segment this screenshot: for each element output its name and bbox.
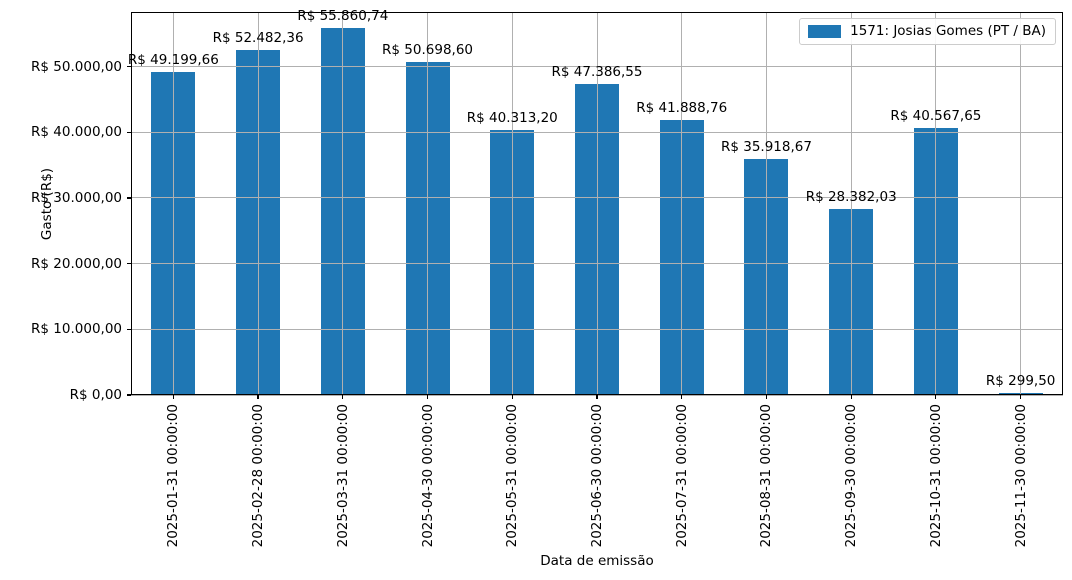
y-tick-label: R$ 40.000,00 bbox=[31, 124, 122, 141]
x-tick-label: 2025-03-31 00:00:00 bbox=[334, 404, 351, 548]
x-tickmark bbox=[257, 395, 259, 399]
x-axis-title: Data de emissão bbox=[540, 553, 654, 569]
x-tickmark bbox=[596, 395, 598, 399]
x-tick-label: 2025-02-28 00:00:00 bbox=[250, 404, 267, 548]
y-tick-label: R$ 20.000,00 bbox=[31, 255, 122, 272]
x-tick-label: 2025-07-31 00:00:00 bbox=[673, 404, 690, 548]
x-tick-label: 2025-11-30 00:00:00 bbox=[1012, 404, 1029, 548]
plot-area bbox=[131, 12, 1063, 395]
x-tick-label: 2025-09-30 00:00:00 bbox=[843, 404, 860, 548]
x-tickmark bbox=[935, 395, 937, 399]
y-tick-label: R$ 50.000,00 bbox=[31, 58, 122, 75]
x-tickmark bbox=[1020, 395, 1022, 399]
legend-swatch bbox=[808, 25, 842, 38]
x-tick-label: 2025-04-30 00:00:00 bbox=[419, 404, 436, 548]
x-tickmark bbox=[172, 395, 174, 399]
x-tickmark bbox=[681, 395, 683, 399]
x-tickmark bbox=[511, 395, 513, 399]
x-tickmark bbox=[342, 395, 344, 399]
x-tick-label: 2025-10-31 00:00:00 bbox=[927, 404, 944, 548]
legend-label: 1571: Josias Gomes (PT / BA) bbox=[850, 23, 1046, 39]
x-tickmark bbox=[765, 395, 768, 399]
y-tick-label: R$ 30.000,00 bbox=[31, 189, 122, 206]
y-tick-label: R$ 0,00 bbox=[69, 387, 122, 403]
legend: 1571: Josias Gomes (PT / BA) bbox=[799, 18, 1056, 45]
y-axis-title: Gasto (R$) bbox=[39, 167, 55, 240]
y-tick-label: R$ 10.000,00 bbox=[31, 321, 122, 338]
x-tick-label: 2025-08-31 00:00:00 bbox=[758, 404, 775, 548]
x-tick-label: 2025-01-31 00:00:00 bbox=[165, 404, 182, 548]
x-tick-label: 2025-05-31 00:00:00 bbox=[504, 404, 521, 548]
x-tickmark bbox=[426, 395, 429, 399]
x-tick-label: 2025-06-30 00:00:00 bbox=[589, 404, 605, 548]
x-tickmark bbox=[850, 395, 852, 399]
